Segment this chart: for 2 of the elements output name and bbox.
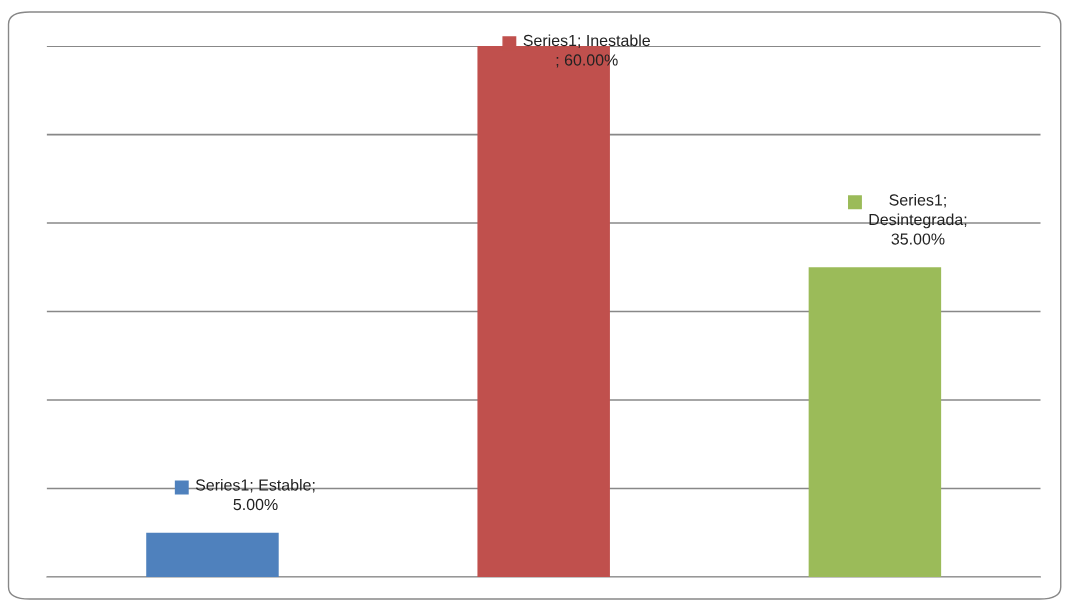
- data-label: Series1; Desintegrada; 35.00%: [869, 193, 967, 245]
- data-label: Series1; Estable; 5.00%: [195, 478, 315, 511]
